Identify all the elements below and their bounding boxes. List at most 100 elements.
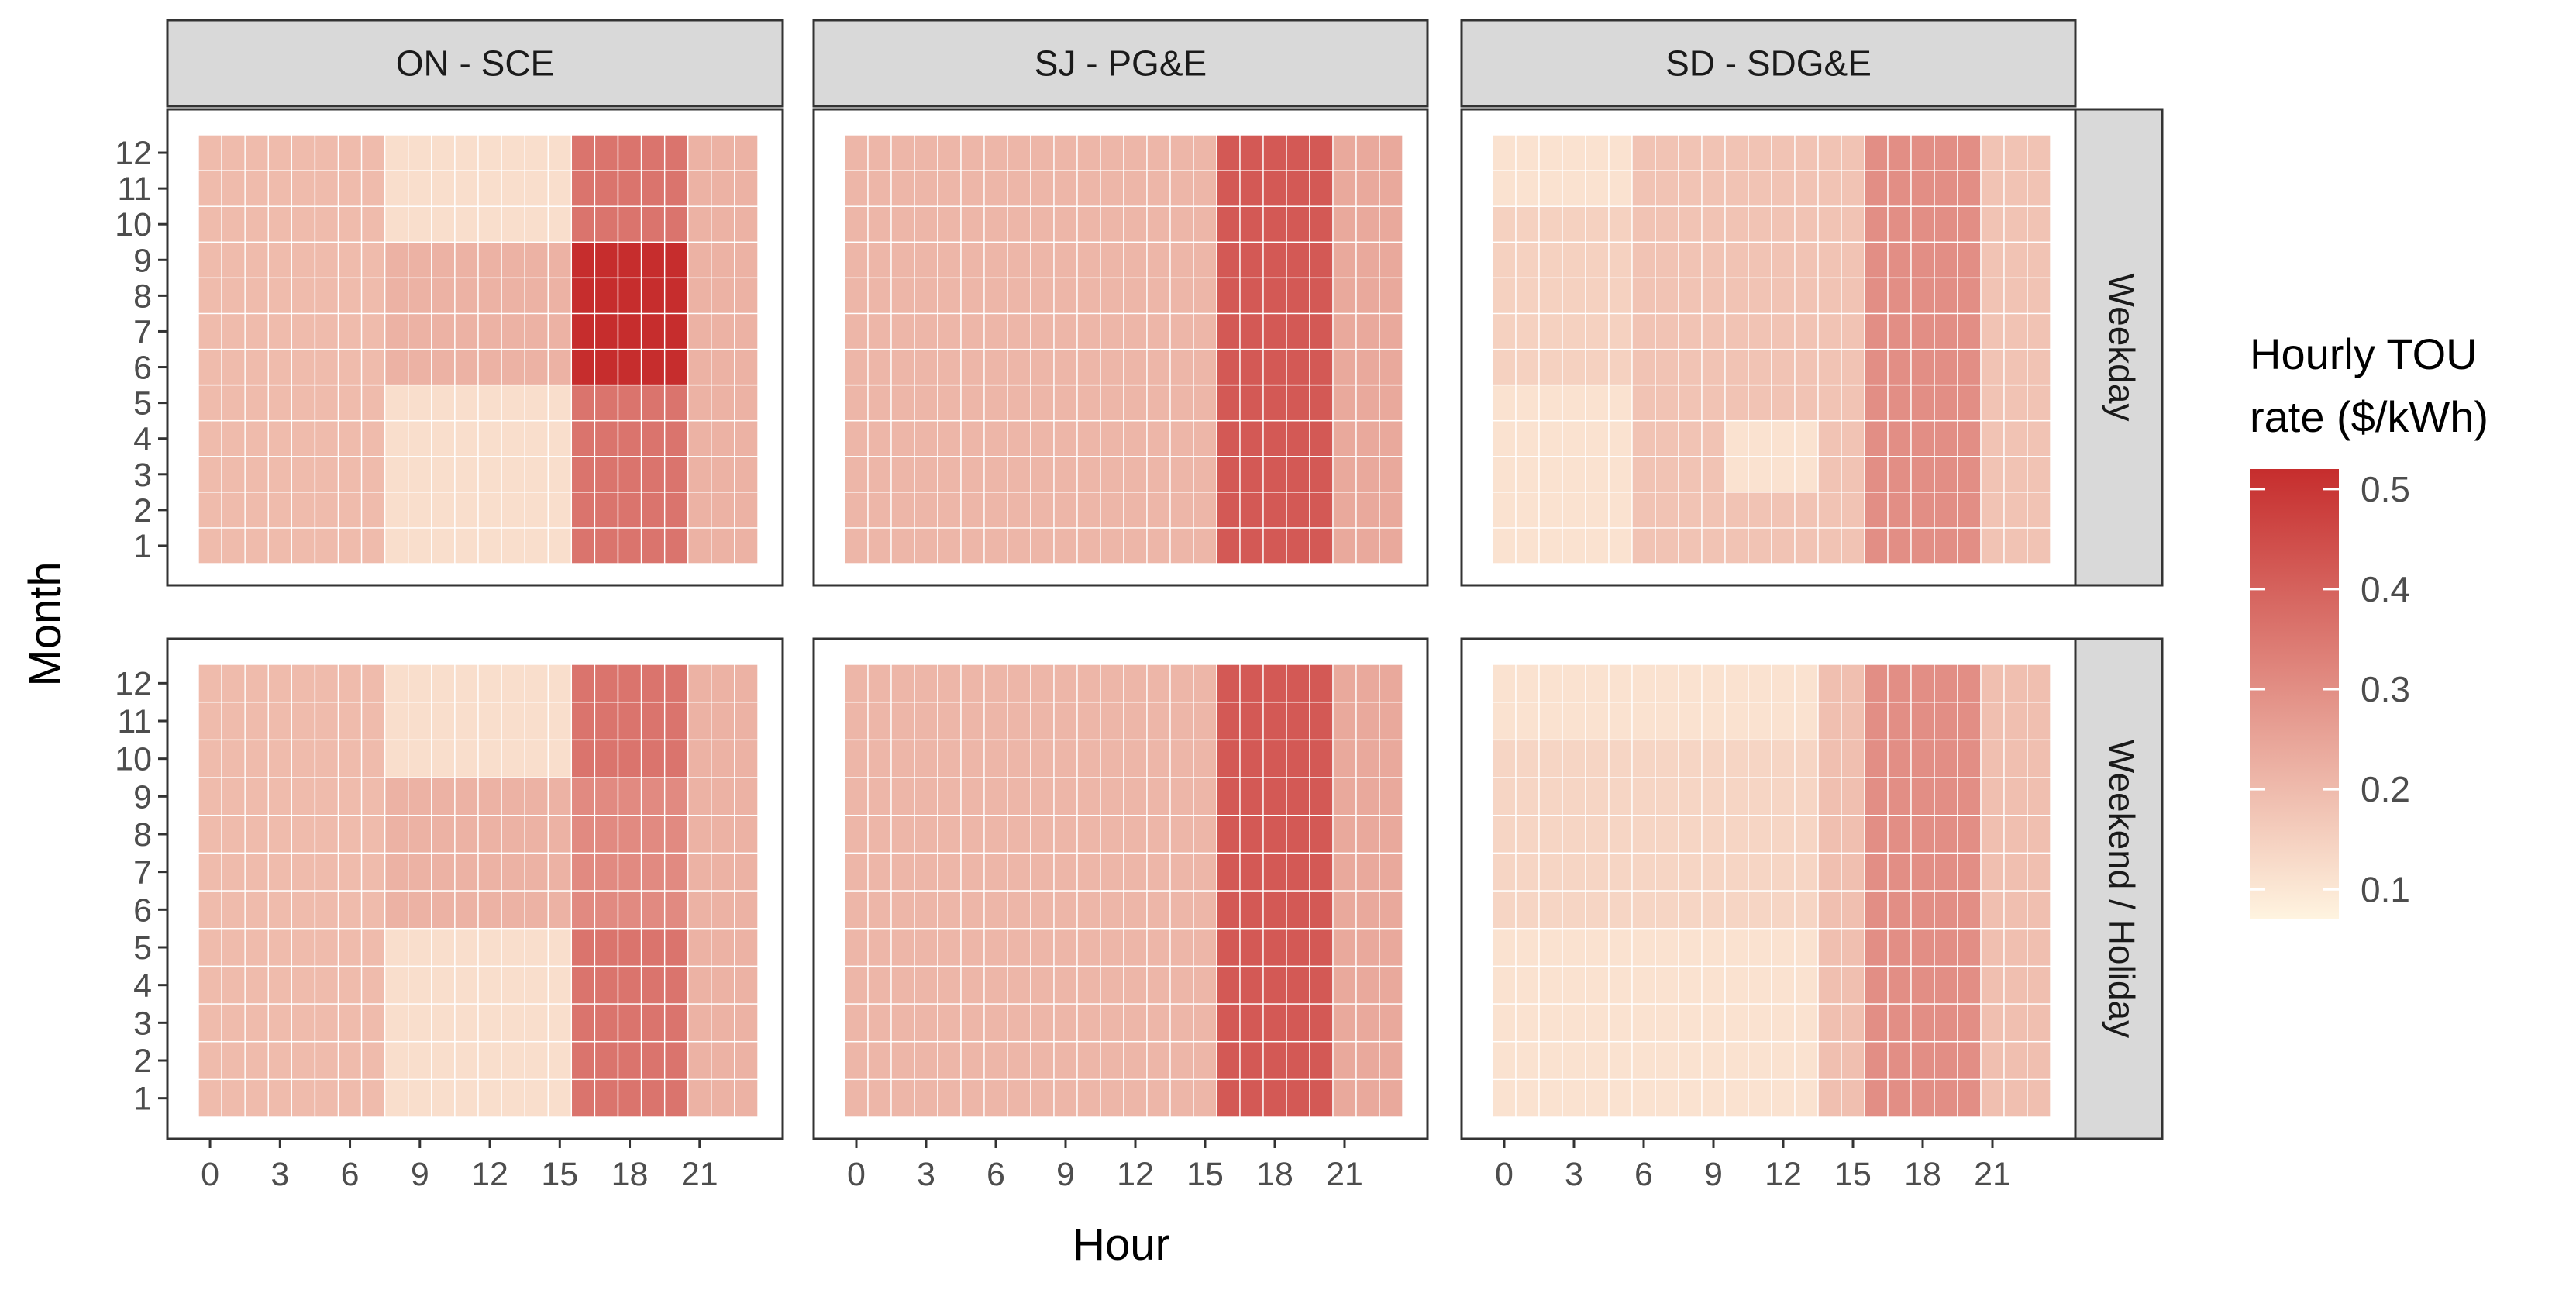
heatmap-cell bbox=[1701, 170, 1726, 207]
heatmap-cell bbox=[1309, 739, 1334, 778]
x-tick-label: 12 bbox=[1765, 1156, 1802, 1193]
heatmap-cell bbox=[1309, 241, 1334, 279]
heatmap-cell bbox=[2003, 170, 2028, 207]
heatmap-cell bbox=[244, 312, 269, 350]
heatmap-cell bbox=[711, 664, 735, 703]
heatmap-cell bbox=[1146, 384, 1171, 422]
heatmap-cell bbox=[983, 777, 1008, 816]
heatmap-cell bbox=[2003, 814, 2028, 854]
heatmap-cell bbox=[1216, 456, 1241, 493]
heatmap-cell bbox=[1355, 134, 1380, 171]
heatmap-cell bbox=[454, 927, 479, 968]
heatmap-cell bbox=[640, 927, 666, 968]
heatmap-cell bbox=[617, 927, 642, 968]
heatmap-cell bbox=[687, 1078, 712, 1118]
heatmap-cell bbox=[291, 777, 316, 816]
heatmap-cell bbox=[477, 241, 502, 279]
heatmap-cell bbox=[477, 1078, 502, 1118]
heatmap-cell bbox=[244, 456, 269, 493]
heatmap-cell bbox=[983, 527, 1008, 564]
heatmap-cell bbox=[1123, 777, 1148, 816]
heatmap-cell bbox=[640, 814, 666, 854]
heatmap-cell bbox=[291, 312, 316, 350]
heatmap-cell bbox=[867, 241, 892, 279]
heatmap-cell bbox=[1678, 456, 1703, 493]
heatmap-cell bbox=[198, 348, 222, 386]
heatmap-cell bbox=[244, 527, 269, 564]
heatmap-cell bbox=[221, 241, 246, 279]
heatmap-cell bbox=[711, 527, 735, 564]
heatmap-cell bbox=[337, 701, 363, 741]
heatmap-cell bbox=[914, 384, 938, 422]
heatmap-cell bbox=[1193, 664, 1217, 703]
heatmap-cell bbox=[1794, 277, 1819, 315]
heatmap-cell bbox=[570, 701, 596, 741]
heatmap-cell bbox=[1030, 777, 1055, 816]
heatmap-cell bbox=[431, 241, 456, 279]
heatmap-cell bbox=[734, 384, 759, 422]
heatmap-cell bbox=[867, 1078, 892, 1118]
heatmap-cell bbox=[640, 852, 666, 892]
heatmap-cell bbox=[244, 1040, 269, 1081]
heatmap-cell bbox=[314, 814, 339, 854]
heatmap-cell bbox=[983, 134, 1008, 171]
heatmap-cell bbox=[1193, 134, 1217, 171]
heatmap-cell bbox=[1309, 814, 1334, 854]
heatmap-cell bbox=[1515, 277, 1540, 315]
heatmap-cell bbox=[1007, 664, 1031, 703]
heatmap-cell bbox=[663, 927, 689, 968]
heatmap-cell bbox=[1910, 277, 1935, 315]
heatmap-cell bbox=[547, 170, 573, 207]
heatmap-cell bbox=[1239, 814, 1264, 854]
heatmap-cell bbox=[1748, 1040, 1772, 1081]
heatmap-cell bbox=[640, 1078, 666, 1118]
heatmap-cell bbox=[1631, 852, 1656, 892]
heatmap-cell bbox=[1864, 456, 1889, 493]
heatmap-cell bbox=[221, 1003, 246, 1043]
heatmap-cell bbox=[1100, 1003, 1124, 1043]
y-tick-label: 12 bbox=[115, 135, 152, 172]
heatmap-cell bbox=[1608, 312, 1633, 350]
heatmap-cell bbox=[1193, 456, 1217, 493]
heatmap-cell bbox=[1007, 1003, 1031, 1043]
heatmap-cell bbox=[337, 1078, 363, 1118]
heatmap-cell bbox=[1980, 1003, 2005, 1043]
heatmap-cell bbox=[570, 852, 596, 892]
heatmap-cell bbox=[221, 492, 246, 529]
heatmap-cell bbox=[1794, 527, 1819, 564]
heatmap-cell bbox=[1817, 814, 1842, 854]
heatmap-cell bbox=[1332, 384, 1357, 422]
x-tick-label: 21 bbox=[1326, 1156, 1363, 1193]
heatmap-cell bbox=[937, 1040, 962, 1081]
heatmap-cell bbox=[198, 1078, 222, 1118]
heatmap-cell bbox=[1864, 890, 1889, 930]
heatmap-cell bbox=[524, 1003, 549, 1043]
heatmap-cell bbox=[1655, 852, 1679, 892]
heatmap-cell bbox=[1771, 419, 1796, 457]
y-tick-label: 9 bbox=[133, 242, 152, 279]
heatmap-cell bbox=[711, 1078, 735, 1118]
heatmap-cell bbox=[1515, 384, 1540, 422]
heatmap-cell bbox=[1655, 1040, 1679, 1081]
heatmap-cell bbox=[914, 527, 938, 564]
heatmap-cell bbox=[314, 277, 339, 315]
heatmap-cell bbox=[360, 890, 386, 930]
heatmap-cell bbox=[547, 814, 573, 854]
heatmap-cell bbox=[1309, 927, 1334, 968]
heatmap-cell bbox=[198, 1003, 222, 1043]
heatmap-cell bbox=[1193, 739, 1217, 778]
heatmap-cell bbox=[914, 890, 938, 930]
heatmap-cell bbox=[384, 814, 409, 854]
heatmap-cell bbox=[1887, 134, 1912, 171]
heatmap-cell bbox=[244, 852, 269, 892]
heatmap-cell bbox=[1701, 664, 1726, 703]
y-tick-label: 9 bbox=[133, 778, 152, 816]
heatmap-cell bbox=[960, 739, 985, 778]
heatmap-cell bbox=[360, 170, 386, 207]
heatmap-cell bbox=[1608, 965, 1633, 1005]
heatmap-cell bbox=[960, 312, 985, 350]
x-tick-label: 15 bbox=[1834, 1156, 1872, 1193]
heatmap-cell bbox=[890, 852, 915, 892]
heatmap-cell bbox=[477, 312, 502, 350]
heatmap-cell bbox=[1701, 890, 1726, 930]
